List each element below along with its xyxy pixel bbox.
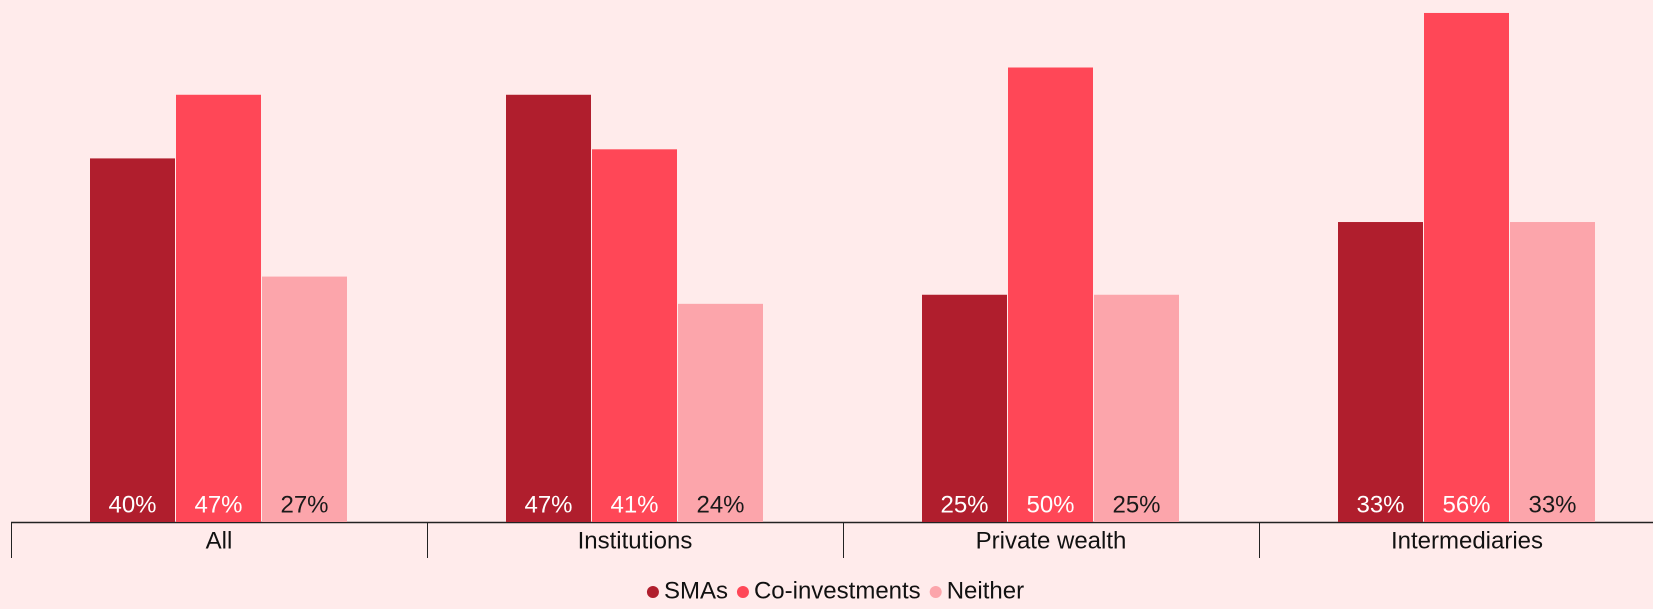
legend-label: SMAs: [664, 577, 728, 604]
value-label: 33%: [1528, 491, 1576, 518]
bar: [262, 276, 347, 522]
legend-label: Co-investments: [754, 577, 921, 604]
x-tick-label: Intermediaries: [1391, 527, 1543, 554]
bar: [1008, 67, 1093, 522]
x-tick-label: Private wealth: [976, 527, 1127, 554]
value-label: 25%: [1112, 491, 1160, 518]
value-label: 47%: [194, 491, 242, 518]
bar: [176, 94, 261, 523]
bar: [506, 94, 591, 523]
legend-marker: [929, 586, 942, 598]
bar: [90, 158, 175, 522]
bar: [922, 294, 1007, 522]
value-label: 27%: [280, 491, 328, 518]
bar: [1510, 222, 1595, 522]
bar: [1424, 12, 1509, 523]
bar: [678, 303, 763, 522]
legend-label: Neither: [947, 577, 1024, 604]
x-tick-label: All: [206, 527, 233, 554]
value-label: 33%: [1356, 491, 1404, 518]
value-label: 40%: [108, 491, 156, 518]
legend-marker: [646, 586, 659, 598]
bar: [592, 149, 677, 522]
x-tick-label: Institutions: [578, 527, 693, 554]
value-label: 56%: [1442, 491, 1490, 518]
value-label: 25%: [940, 491, 988, 518]
value-label: 24%: [696, 491, 744, 518]
legend-marker: [736, 586, 749, 598]
bar: [1094, 294, 1179, 522]
bar: [1338, 222, 1423, 522]
value-label: 47%: [524, 491, 572, 518]
value-label: 41%: [610, 491, 658, 518]
value-label: 50%: [1026, 491, 1074, 518]
